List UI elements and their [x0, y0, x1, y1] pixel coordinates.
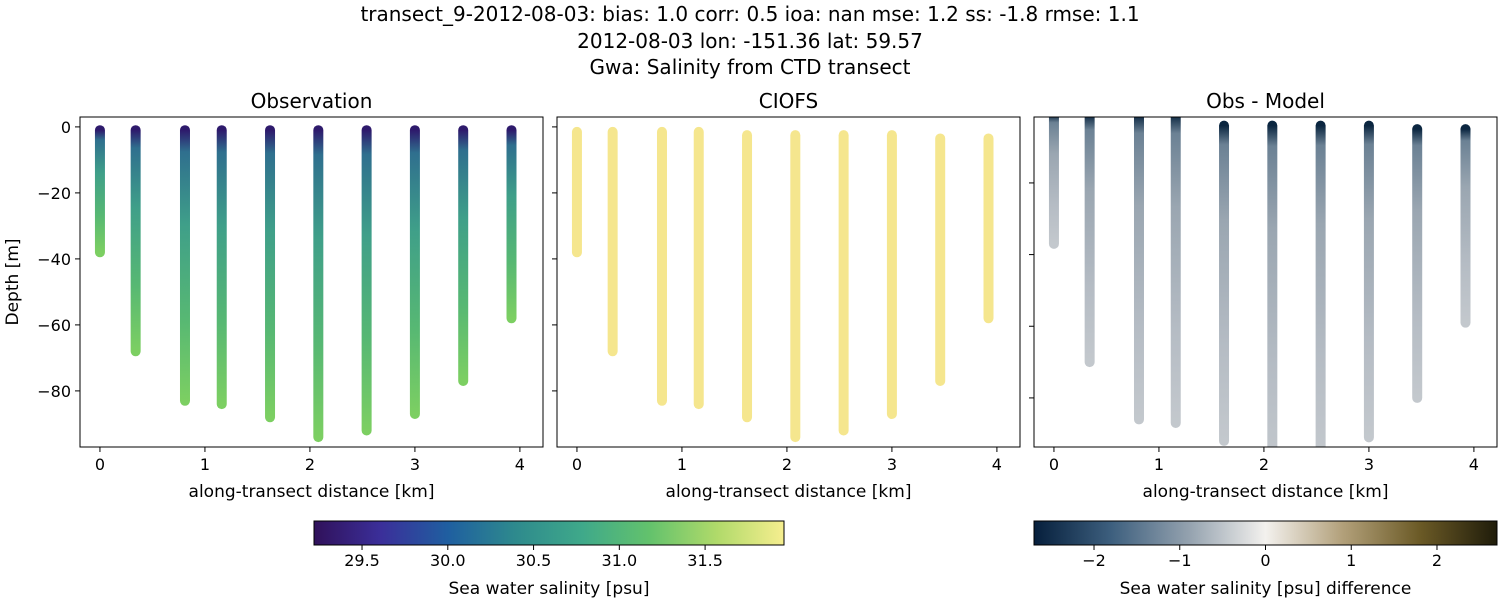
y-tick-label: −60	[37, 316, 71, 335]
colorbar-1	[1033, 520, 1498, 546]
transect-profile-column	[1267, 120, 1278, 447]
transect-profile-column	[886, 130, 897, 419]
x-tick-label: 1	[677, 455, 687, 474]
transect-profile-column	[265, 125, 276, 423]
colorbar-label: Sea water salinity [psu]	[449, 579, 650, 599]
x-tick-label: 0	[572, 455, 582, 474]
axes-frame-0	[79, 116, 544, 448]
x-tick-label: 2	[782, 455, 792, 474]
data-points-0	[94, 125, 517, 443]
transect-profile-column	[458, 125, 469, 386]
x-tick-label: 2	[305, 455, 315, 474]
colorbar-tick-label: −1	[1168, 551, 1192, 570]
panel-title: CIOFS	[759, 89, 818, 113]
colorbar-label: Sea water salinity [psu] difference	[1120, 579, 1412, 599]
transect-profile-column	[790, 130, 801, 443]
panel-title: Observation	[251, 89, 373, 113]
transect-profile-column	[179, 125, 190, 406]
data-points-2	[1048, 117, 1471, 447]
panel-title: Obs - Model	[1206, 89, 1325, 113]
x-tick-label: 0	[95, 455, 105, 474]
transect-profile-column	[1460, 124, 1471, 328]
x-tick-label: 3	[410, 455, 420, 474]
axes-frame-1	[556, 116, 1021, 448]
colorbar-tick-label: 31.0	[602, 551, 638, 570]
x-tick-label: 4	[1469, 455, 1479, 474]
colorbar-tick-label: 0	[1260, 551, 1270, 570]
figure-title-line-3: Gwa: Salinity from CTD transect	[589, 55, 911, 79]
y-tick-label: −20	[37, 184, 71, 203]
transect-profile-column	[313, 125, 324, 443]
x-tick-label: 1	[1154, 455, 1164, 474]
transect-profile-column	[1084, 117, 1095, 368]
transect-profile-column	[409, 125, 420, 419]
figure-title-line-2: 2012-08-03 lon: -151.36 lat: 59.57	[577, 29, 923, 53]
x-tick-label: 1	[200, 455, 210, 474]
transect-profile-column	[742, 130, 753, 423]
y-tick-label: −80	[37, 382, 71, 401]
colorbar-tick-label: −2	[1082, 551, 1106, 570]
x-tick-label: 4	[992, 455, 1002, 474]
transect-profile-column	[1048, 117, 1059, 249]
transect-profile-column	[693, 126, 704, 410]
y-tick-label: −40	[37, 250, 71, 269]
transect-profile-column	[656, 126, 667, 406]
transect-profile-column	[571, 126, 582, 258]
transect-profile-column	[607, 126, 618, 357]
x-tick-label: 4	[515, 455, 525, 474]
colorbar-tick-label: 29.5	[344, 551, 380, 570]
transect-profile-column	[838, 130, 849, 436]
transect-profile-column	[506, 125, 517, 324]
data-points-1	[571, 126, 994, 443]
x-tick-label: 3	[1364, 455, 1374, 474]
x-tick-label: 2	[1259, 455, 1269, 474]
axes-frame-2	[1033, 116, 1498, 448]
transect-profile-column	[1133, 117, 1144, 425]
colorbar-tick-label: 1	[1346, 551, 1356, 570]
y-axis-label: Depth [m]	[3, 238, 23, 325]
x-tick-label: 3	[887, 455, 897, 474]
transect-profile-column	[1315, 120, 1326, 447]
figure-title-line-1: transect_9-2012-08-03: bias: 1.0 corr: 0…	[360, 2, 1140, 26]
x-axis-label: along-transect distance [km]	[666, 482, 912, 502]
colorbar-tick-label: 30.5	[516, 551, 552, 570]
colorbar-0	[313, 520, 785, 546]
transect-profile-column	[1219, 120, 1230, 446]
transect-profile-column	[130, 125, 141, 357]
transect-profile-column	[935, 133, 946, 386]
colorbar-tick-label: 30.0	[430, 551, 466, 570]
transect-profile-column	[94, 125, 105, 258]
transect-profile-column	[361, 125, 372, 436]
x-axis-label: along-transect distance [km]	[1143, 482, 1389, 502]
transect-profile-column	[1170, 117, 1181, 428]
y-tick-label: 0	[61, 118, 71, 137]
x-axis-label: along-transect distance [km]	[189, 482, 435, 502]
colorbar-tick-label: 2	[1432, 551, 1442, 570]
transect-profile-column	[216, 125, 227, 410]
transect-profile-column	[1412, 124, 1423, 403]
transect-profile-column	[1363, 120, 1374, 443]
x-tick-label: 0	[1049, 455, 1059, 474]
colorbar-tick-label: 31.5	[687, 551, 723, 570]
transect-profile-column	[983, 133, 994, 324]
